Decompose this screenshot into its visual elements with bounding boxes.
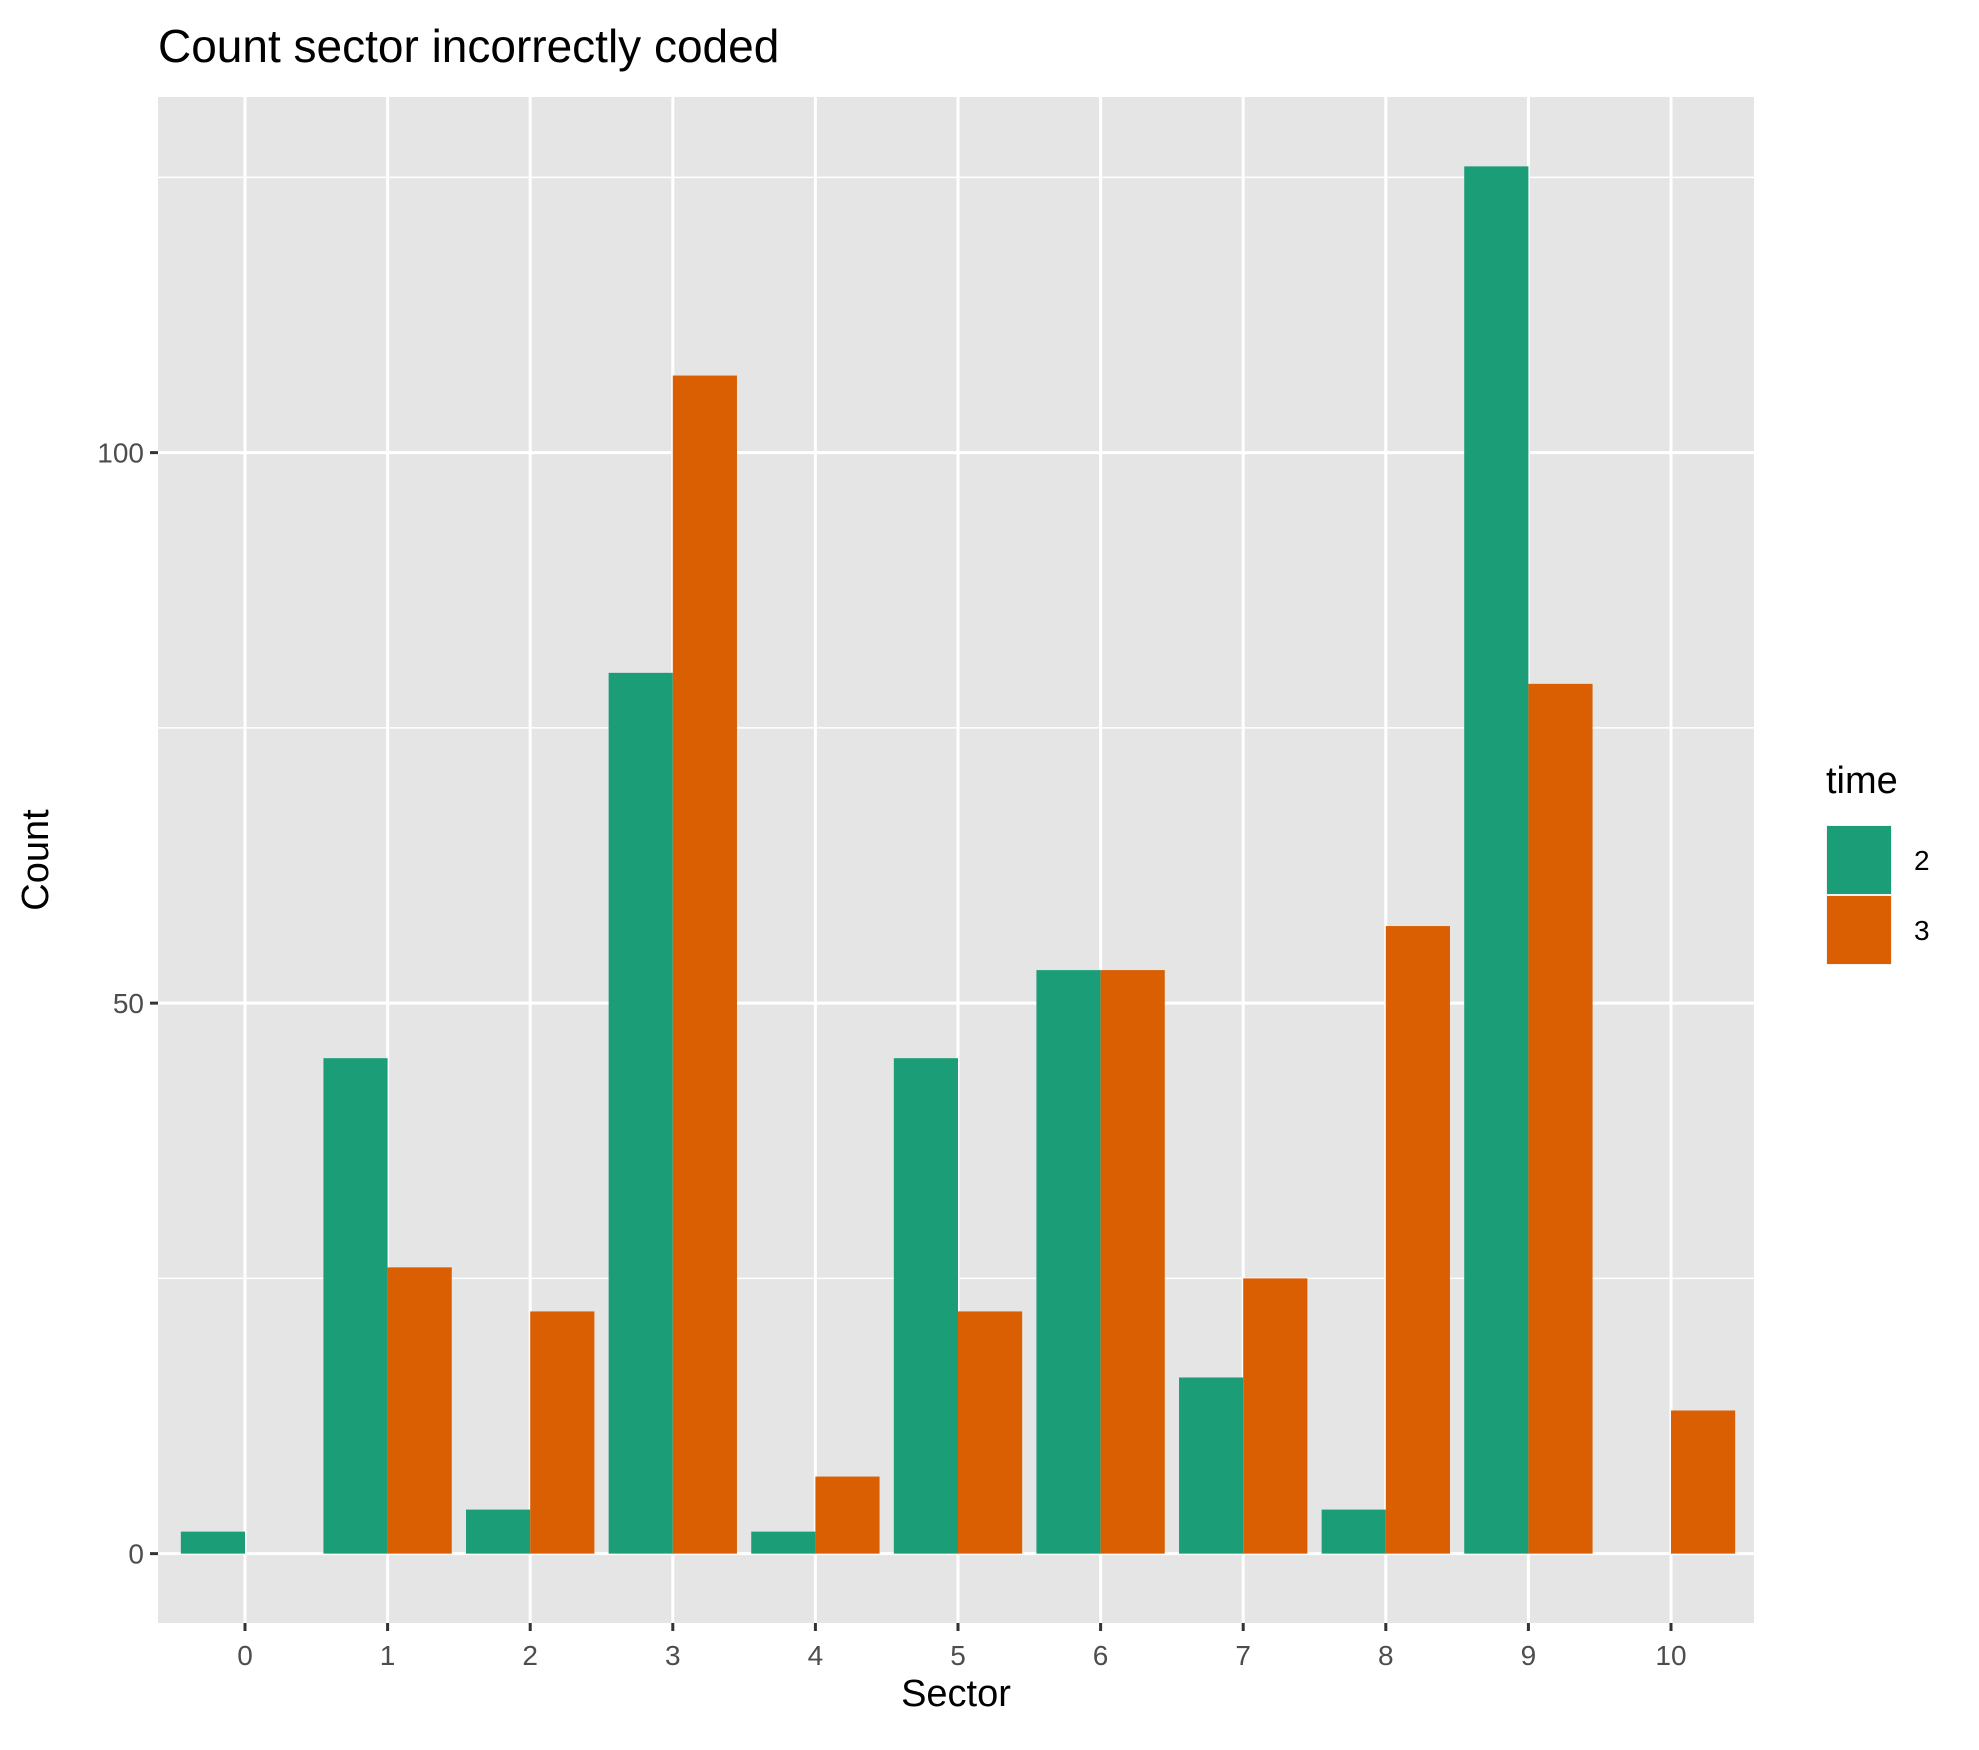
bar-time-2-sector-5 bbox=[893, 1058, 958, 1554]
bar-time-3-sector-10 bbox=[1671, 1410, 1736, 1554]
x-tick-label: 6 bbox=[1093, 1640, 1109, 1671]
y-axis: 0 50 100 bbox=[97, 438, 158, 1570]
bar-time-3-sector-8 bbox=[1385, 926, 1450, 1554]
bar-time-2-sector-3 bbox=[608, 672, 673, 1554]
bar-time-3-sector-3 bbox=[672, 375, 737, 1554]
bar-time-2-sector-2 bbox=[466, 1509, 531, 1554]
y-tick-label: 0 bbox=[128, 1539, 144, 1570]
legend-swatch bbox=[1827, 826, 1891, 894]
legend-swatch bbox=[1827, 896, 1891, 964]
chart-title: Count sector incorrectly coded bbox=[158, 20, 779, 72]
bar-time-3-sector-9 bbox=[1528, 683, 1593, 1554]
bars bbox=[180, 166, 1736, 1554]
x-tick-label: 7 bbox=[1235, 1640, 1251, 1671]
bar-time-3-sector-5 bbox=[958, 1311, 1023, 1554]
y-tick-label: 50 bbox=[113, 988, 144, 1019]
x-tick-label: 0 bbox=[237, 1640, 253, 1671]
x-tick-label: 1 bbox=[380, 1640, 396, 1671]
x-tick-label: 3 bbox=[665, 1640, 681, 1671]
y-axis-title: Count bbox=[15, 809, 57, 911]
bar-time-3-sector-7 bbox=[1243, 1278, 1308, 1554]
bar-time-3-sector-4 bbox=[815, 1476, 880, 1554]
x-axis: 0 1 2 3 4 5 6 7 8 9 10 bbox=[237, 1623, 1687, 1671]
bar-time-2-sector-4 bbox=[751, 1531, 816, 1554]
legend-title: time bbox=[1826, 760, 1898, 802]
bar-time-2-sector-0 bbox=[180, 1531, 245, 1554]
x-tick-label: 2 bbox=[522, 1640, 538, 1671]
bar-time-2-sector-9 bbox=[1464, 166, 1529, 1554]
x-tick-label: 9 bbox=[1521, 1640, 1537, 1671]
bar-time-2-sector-8 bbox=[1321, 1509, 1386, 1554]
bar-time-2-sector-1 bbox=[323, 1058, 388, 1554]
bar-time-2-sector-6 bbox=[1036, 970, 1101, 1554]
legend: time 2 3 bbox=[1826, 760, 1930, 965]
legend-label: 2 bbox=[1914, 845, 1930, 876]
legend-label: 3 bbox=[1914, 915, 1930, 946]
x-tick-label: 10 bbox=[1655, 1640, 1686, 1671]
x-axis-title: Sector bbox=[901, 1673, 1011, 1715]
bar-time-2-sector-7 bbox=[1179, 1377, 1244, 1554]
x-tick-label: 5 bbox=[950, 1640, 966, 1671]
y-tick-label: 100 bbox=[97, 438, 144, 469]
bar-time-3-sector-2 bbox=[530, 1311, 595, 1554]
x-tick-label: 4 bbox=[808, 1640, 824, 1671]
x-tick-label: 8 bbox=[1378, 1640, 1394, 1671]
bar-time-3-sector-1 bbox=[387, 1267, 452, 1554]
bar-time-3-sector-6 bbox=[1100, 970, 1165, 1554]
